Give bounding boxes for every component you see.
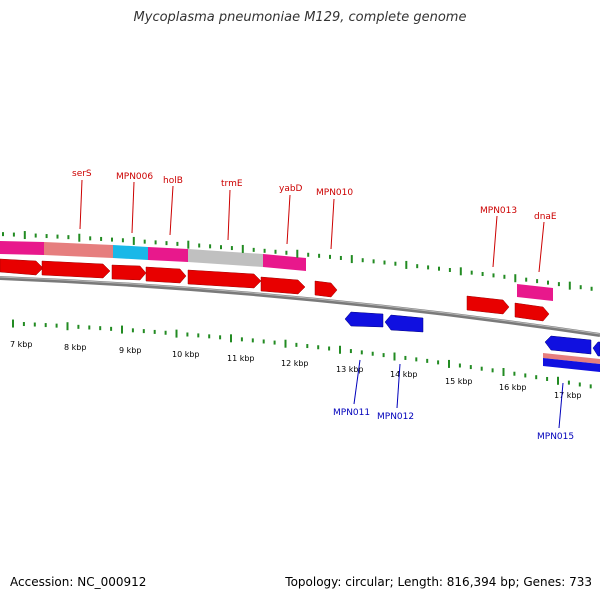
feature-segment-blue	[543, 358, 600, 372]
kbp-label: 8 kbp	[64, 343, 86, 352]
gene-label-MPN011: MPN011	[333, 408, 370, 418]
feature-segment-salmon	[543, 353, 600, 364]
gene-label-yabD: yabD	[279, 184, 303, 194]
forward-gene-arrow	[514, 302, 550, 322]
gene-label-dnaE: dnaE	[534, 212, 557, 222]
reverse-gene-arrow	[344, 311, 384, 328]
forward-gene-arrow	[145, 266, 187, 284]
forward-gene-arrow	[260, 276, 306, 295]
forward-gene-arrow	[0, 258, 44, 276]
gene-label-serS: serS	[72, 169, 92, 179]
forward-gene-arrow	[314, 280, 338, 298]
kbp-label: 10 kbp	[172, 350, 200, 359]
reverse-gene-arrow	[592, 341, 600, 357]
kbp-label: 7 kbp	[10, 340, 32, 349]
feature-band-upper	[0, 241, 553, 301]
forward-gene-arrow	[41, 260, 111, 279]
kbp-label: 17 kbp	[554, 391, 582, 400]
gene-label-MPN012: MPN012	[377, 412, 414, 422]
gene-label-MPN013: MPN013	[480, 206, 517, 216]
gene-label-MPN015: MPN015	[537, 432, 574, 442]
scale-ticks	[2, 231, 593, 389]
forward-genes	[0, 258, 550, 322]
accession-text: Accession: NC_000912	[10, 575, 147, 589]
forward-gene-arrow	[187, 269, 262, 289]
feature-segment-pink	[148, 247, 188, 262]
kbp-label: 9 kbp	[119, 346, 141, 355]
forward-gene-labels: serS MPN006 holB trmE yabD MPN010 MPN013…	[72, 169, 557, 273]
kbp-label: 15 kbp	[445, 377, 473, 386]
reverse-gene-labels: MPN011 MPN012 MPN015	[333, 359, 574, 442]
feature-segment-gray	[188, 249, 263, 267]
gene-label-MPN010: MPN010	[316, 188, 353, 198]
feature-segment-pink	[517, 284, 553, 301]
kbp-label: 12 kbp	[281, 359, 309, 368]
genome-title: Mycoplasma pneumoniae M129, complete gen…	[133, 10, 467, 25]
kbp-labels: 7 kbp 8 kbp 9 kbp 10 kbp 11 kbp 12 kbp 1…	[10, 340, 582, 400]
feature-segment-pink	[263, 254, 306, 271]
feature-segment-cyan	[113, 245, 148, 260]
reverse-gene-arrow	[544, 335, 592, 355]
feature-segment-salmon	[44, 242, 113, 258]
kbp-label: 11 kbp	[227, 354, 255, 363]
forward-gene-arrow	[466, 295, 510, 315]
kbp-label: 13 kbp	[336, 365, 364, 374]
feature-band-lower	[543, 353, 600, 372]
forward-gene-arrow	[111, 264, 147, 281]
reverse-gene-arrow	[384, 314, 424, 333]
kbp-label: 16 kbp	[499, 383, 527, 392]
gene-label-trmE: trmE	[221, 179, 243, 189]
topology-text: Topology: circular; Length: 816,394 bp; …	[285, 575, 592, 589]
gene-label-MPN006: MPN006	[116, 172, 153, 182]
reverse-genes	[344, 311, 600, 357]
kbp-label: 14 kbp	[390, 370, 418, 379]
gene-label-holB: holB	[163, 176, 183, 186]
feature-segment-pink	[0, 241, 44, 255]
genome-backbone	[0, 276, 600, 337]
